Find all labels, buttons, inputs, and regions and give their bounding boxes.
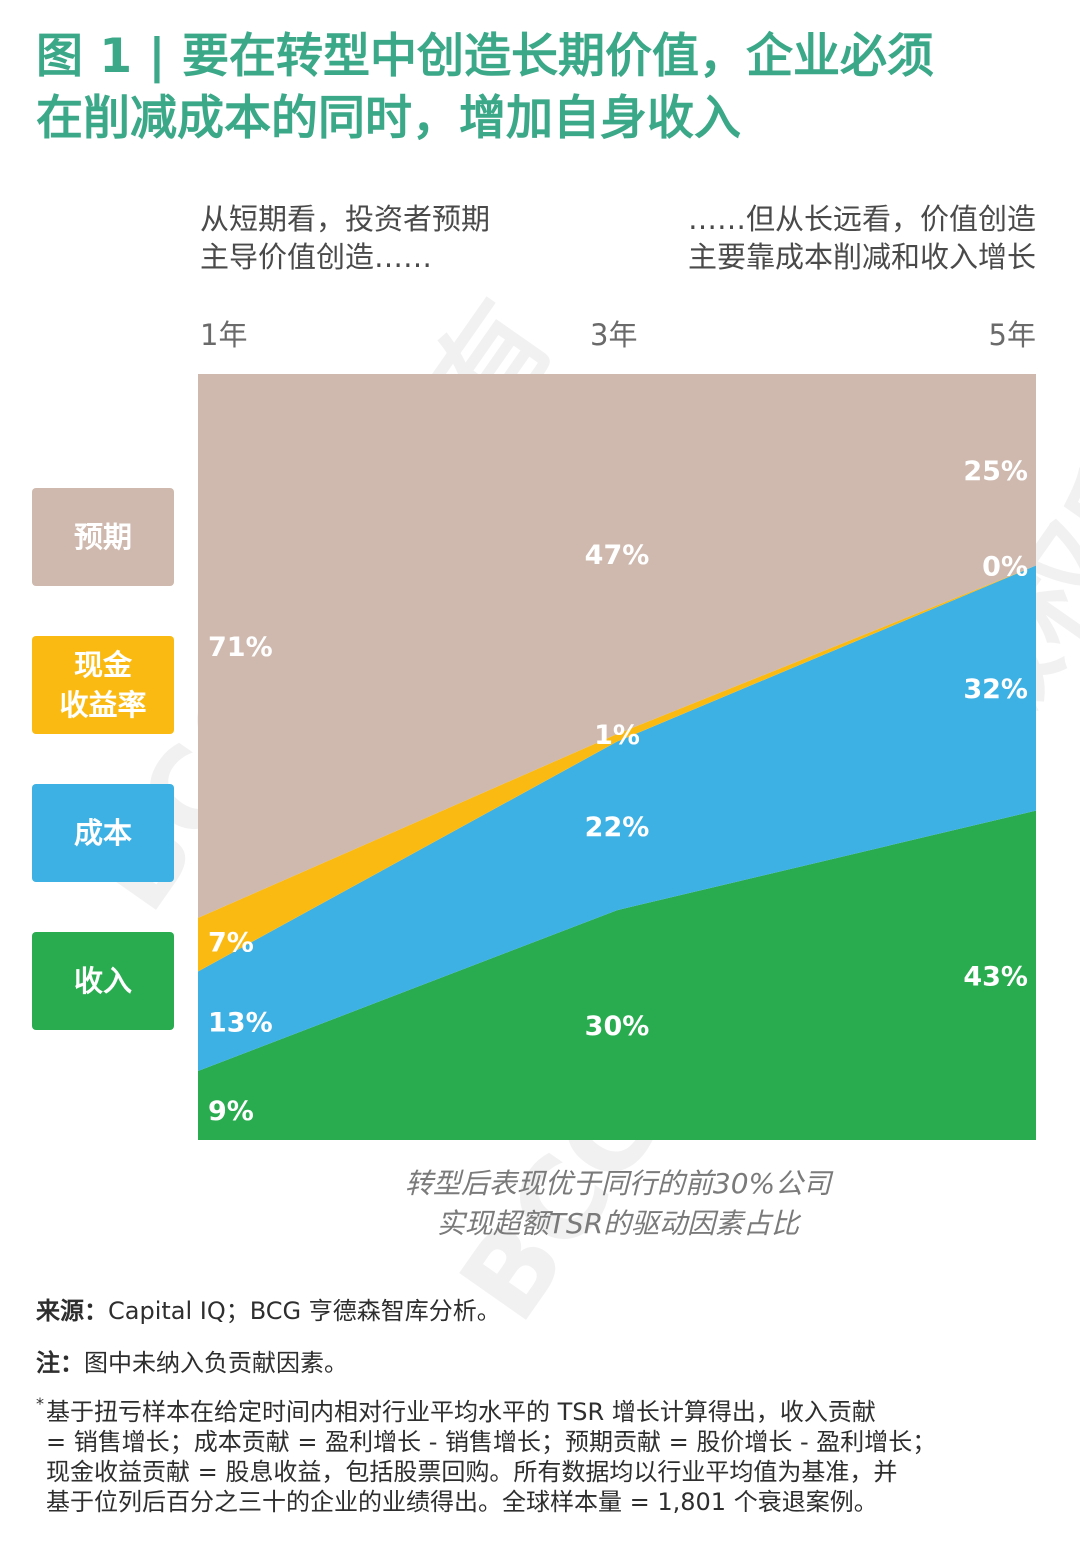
legend-label: 预期	[73, 520, 132, 554]
data-label: 71%	[208, 632, 273, 663]
legend-label: 收入	[73, 964, 132, 998]
note-text: 图中未纳入负贡献因素。	[84, 1349, 348, 1377]
data-label: 1%	[594, 720, 640, 751]
source-text: Capital IQ；BCG 亨德森智库分析。	[108, 1297, 501, 1325]
annotation-long-term: ……但从长远看，价值创造 主要靠成本削减和收入增长	[688, 200, 1036, 276]
area-series-0	[198, 810, 1036, 1140]
note-label: 注：	[36, 1349, 84, 1377]
x-tick-label: 1年	[200, 318, 248, 352]
annotation-line: 主要靠成本削减和收入增长	[687, 240, 1036, 274]
footnote-line: 基于位列后百分之三十的企业的业绩得出。全球样本量 = 1,801 个衰退案例。	[46, 1488, 878, 1516]
x-tick-label: 5年	[988, 318, 1036, 352]
data-label: 25%	[963, 456, 1028, 487]
data-label: 30%	[585, 1011, 650, 1042]
data-label: 47%	[585, 540, 650, 571]
legend-item-expectation: 预期	[32, 488, 174, 586]
legend-label: 成本	[73, 816, 132, 850]
x-tick-label: 3年	[590, 318, 638, 352]
caption-line: 实现超额TSR的驱动因素占比	[436, 1207, 800, 1240]
data-label: 0%	[982, 552, 1028, 583]
annotation-line: 从短期看，投资者预期	[200, 202, 491, 236]
data-label: 43%	[963, 961, 1028, 992]
annotation-line: 主导价值创造……	[200, 240, 433, 274]
area-series-3	[198, 374, 1036, 918]
chart-caption: 转型后表现优于同行的前30%公司 实现超额TSR的驱动因素占比	[298, 1164, 938, 1244]
footnote-line: 基于扭亏样本在给定时间内相对行业平均水平的 TSR 增长计算得出，收入贡献	[46, 1398, 876, 1426]
area-series-1	[198, 565, 1036, 1072]
legend-label: 收益率	[59, 688, 147, 722]
legend-label: 现金	[73, 648, 132, 682]
data-label: 13%	[208, 1007, 273, 1038]
page-title: 图 1 | 要在转型中创造长期价值，企业必须 在削减成本的同时，增加自身收入	[36, 26, 1046, 150]
data-label: 22%	[585, 812, 650, 843]
caption-line: 转型后表现优于同行的前30%公司	[404, 1167, 832, 1200]
legend-item-cost: 成本	[32, 784, 174, 882]
data-label: 32%	[963, 674, 1028, 705]
note: 注：图中未纳入负贡献因素。	[36, 1348, 348, 1378]
footnote: * 基于扭亏样本在给定时间内相对行业平均水平的 TSR 增长计算得出，收入贡献 …	[36, 1394, 937, 1517]
legend-item-cash-yield: 现金 收益率	[32, 636, 174, 734]
footnote-line: 现金收益贡献 = 股息收益，包括股票回购。所有数据均以行业平均值为基准，并	[46, 1458, 898, 1486]
footnote-line: = 销售增长；成本贡献 = 盈利增长 - 销售增长；预期贡献 = 股价增长 - …	[46, 1428, 937, 1456]
source-note: 来源：Capital IQ；BCG 亨德森智库分析。	[36, 1296, 501, 1326]
legend-item-revenue: 收入	[32, 932, 174, 1030]
stacked-area-chart: 9% 30% 43% 13% 22% 32% 7% 1% 0% 71% 47% 25%	[198, 374, 1036, 1140]
data-label: 9%	[208, 1096, 254, 1127]
title-line: 图 1 | 要在转型中创造长期价值，企业必须	[36, 29, 934, 84]
annotation-line: ……但从长远看，价值创造	[687, 202, 1036, 236]
data-label: 7%	[208, 927, 254, 958]
source-label: 来源：	[36, 1297, 108, 1325]
footnote-marker: *	[36, 1394, 44, 1413]
annotation-short-term: 从短期看，投资者预期 主导价值创造……	[200, 200, 490, 276]
title-line: 在削减成本的同时，增加自身收入	[36, 91, 741, 146]
